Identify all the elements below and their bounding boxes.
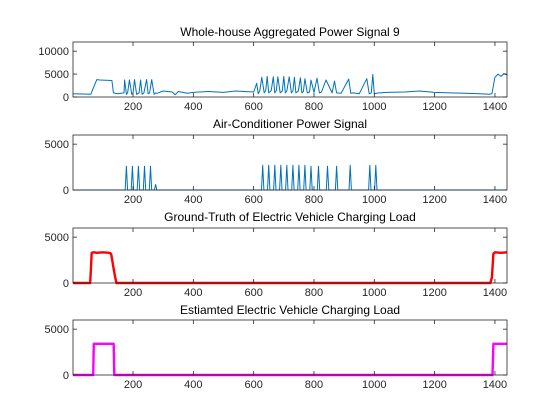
x-tick-label: 800 [305,101,323,113]
subplot-air-conditioner: Air-Conditioner Power Signal 200 400 600 80… [45,117,508,206]
x-tick-label: 400 [184,287,202,299]
x-tick-label: 800 [305,194,323,206]
y-tick-label: 5000 [45,69,69,81]
x-tick-label: 800 [305,379,323,391]
x-tick-label: 600 [244,287,262,299]
x-tick-label: 400 [184,379,202,391]
x-tick-label: 1200 [422,287,446,299]
x-tick-label: 1000 [362,287,386,299]
x-tick-label: 1400 [483,194,507,206]
x-tick-label: 200 [124,194,142,206]
x-tick-label: 1400 [483,101,507,113]
subplot-aggregate: Whole-house Aggregated Power Signal 9 20… [38,25,508,113]
x-tick-label: 1200 [422,101,446,113]
subplot-ev-estimated: Estiamted Electric Vehicle Charging Load… [45,303,508,391]
series-line [72,73,508,96]
y-tick-label: 5000 [45,324,69,336]
subplot-title: Whole-house Aggregated Power Signal 9 [180,25,400,39]
series-line [73,342,507,377]
x-tick-label: 800 [305,287,323,299]
series-line [73,251,508,285]
subplot-ev-ground-truth: Ground-Truth of Electric Vehicle Chargin… [45,210,508,299]
axes-frame [72,41,508,98]
x-tick-label: 1200 [422,379,446,391]
x-tick-label: 200 [124,101,142,113]
x-tick-label: 400 [184,194,202,206]
axes-frame [72,319,508,376]
x-tick-label: 1000 [362,194,386,206]
plot-area [73,320,507,375]
y-tick-label: 0 [63,92,69,104]
subplot-title: Estiamted Electric Vehicle Charging Load [180,303,400,317]
x-tick-label: 200 [124,379,142,391]
y-tick-label: 0 [63,370,69,382]
plot-area [73,42,507,97]
subplot-title: Air-Conditioner Power Signal [213,117,367,131]
series-line [73,164,507,191]
y-tick-label: 10000 [38,46,69,58]
y-tick-label: 5000 [45,139,69,151]
axes-frame [72,134,508,191]
x-tick-label: 600 [244,379,262,391]
x-tick-label: 600 [244,194,262,206]
x-tick-label: 600 [244,101,262,113]
plot-area [73,228,507,283]
x-tick-label: 1000 [362,101,386,113]
x-tick-label: 1400 [483,379,507,391]
x-tick-label: 1400 [483,287,507,299]
x-tick-label: 1000 [362,379,386,391]
y-tick-label: 5000 [45,232,69,244]
y-tick-label: 0 [63,185,69,197]
x-tick-label: 200 [124,287,142,299]
subplot-title: Ground-Truth of Electric Vehicle Chargin… [164,210,416,224]
x-tick-label: 1200 [422,194,446,206]
axes-frame [72,227,508,284]
x-tick-label: 400 [184,101,202,113]
y-tick-label: 0 [63,278,69,290]
